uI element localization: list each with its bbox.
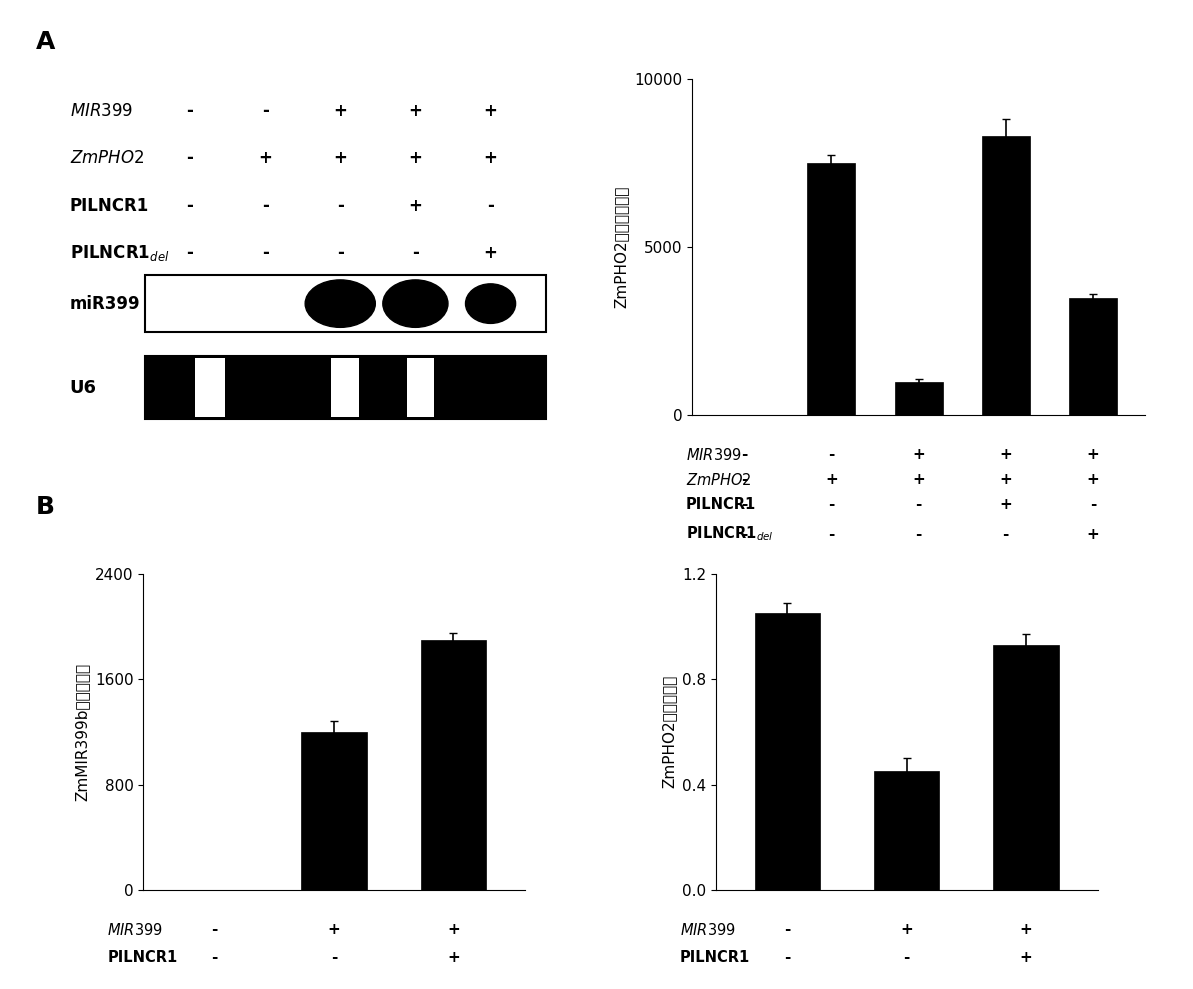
Text: +: + — [483, 102, 497, 120]
Text: +: + — [447, 949, 459, 965]
Text: -: - — [186, 244, 193, 262]
Text: +: + — [447, 922, 459, 938]
Text: $\it{MIR399}$: $\it{MIR399}$ — [686, 447, 742, 463]
Text: +: + — [1087, 526, 1099, 542]
Text: $\it{ZmPHO2}$: $\it{ZmPHO2}$ — [686, 472, 752, 488]
Text: $\it{MIR399}$: $\it{MIR399}$ — [680, 922, 736, 938]
Text: +: + — [333, 102, 347, 120]
Ellipse shape — [305, 280, 376, 327]
Bar — [421, 640, 487, 890]
Text: -: - — [412, 244, 419, 262]
Bar — [754, 613, 821, 890]
Y-axis label: ZmPHO2的相对表达量: ZmPHO2的相对表达量 — [613, 186, 629, 309]
Text: +: + — [328, 922, 340, 938]
Text: -: - — [211, 922, 218, 938]
Text: +: + — [826, 472, 837, 488]
Text: -: - — [828, 526, 835, 542]
Text: -: - — [741, 496, 748, 512]
Text: +: + — [483, 244, 497, 262]
Bar — [407, 358, 434, 417]
Text: +: + — [1020, 949, 1032, 965]
Bar — [144, 356, 545, 419]
Text: -: - — [784, 922, 791, 938]
Text: -: - — [828, 447, 835, 463]
Text: +: + — [333, 149, 347, 167]
Text: +: + — [408, 197, 422, 215]
Text: PILNCR1: PILNCR1 — [107, 949, 178, 965]
Text: -: - — [741, 472, 748, 488]
Text: -: - — [186, 102, 193, 120]
Bar — [993, 645, 1059, 890]
Bar — [873, 771, 940, 890]
Text: -: - — [903, 949, 910, 965]
Text: -: - — [915, 526, 922, 542]
Text: $\it{MIR399}$: $\it{MIR399}$ — [107, 922, 163, 938]
Bar — [982, 136, 1030, 415]
Text: -: - — [261, 102, 268, 120]
Bar — [808, 163, 855, 415]
Bar — [301, 732, 367, 890]
Text: -: - — [741, 526, 748, 542]
Y-axis label: ZmMIR399b相对表达量: ZmMIR399b相对表达量 — [74, 663, 89, 801]
Ellipse shape — [383, 280, 447, 327]
Text: -: - — [336, 244, 344, 262]
Bar — [144, 275, 545, 332]
Text: -: - — [336, 197, 344, 215]
Bar — [332, 358, 359, 417]
Text: miR399: miR399 — [69, 295, 141, 313]
Text: +: + — [901, 922, 913, 938]
Text: +: + — [483, 149, 497, 167]
Bar — [194, 358, 225, 417]
Text: PILNCR1: PILNCR1 — [69, 197, 149, 215]
Bar — [895, 382, 942, 415]
Text: -: - — [915, 496, 922, 512]
Text: +: + — [913, 447, 925, 463]
Text: +: + — [1087, 447, 1099, 463]
Text: +: + — [913, 472, 925, 488]
Text: U6: U6 — [69, 379, 97, 397]
Text: -: - — [211, 949, 218, 965]
Text: +: + — [408, 102, 422, 120]
Text: -: - — [261, 197, 268, 215]
Text: -: - — [186, 197, 193, 215]
Text: +: + — [1000, 496, 1012, 512]
Text: PILNCR1$_{del}$: PILNCR1$_{del}$ — [69, 243, 169, 263]
Text: -: - — [784, 949, 791, 965]
Text: +: + — [1087, 472, 1099, 488]
Y-axis label: ZmPHO2相对表达量: ZmPHO2相对表达量 — [661, 675, 676, 788]
Text: B: B — [36, 494, 55, 518]
Text: +: + — [408, 149, 422, 167]
Ellipse shape — [465, 284, 515, 323]
Text: PILNCR1: PILNCR1 — [680, 949, 750, 965]
Text: -: - — [261, 244, 268, 262]
Text: -: - — [1089, 496, 1096, 512]
Bar — [1069, 298, 1117, 415]
Text: +: + — [258, 149, 272, 167]
Text: -: - — [1002, 526, 1009, 542]
Text: -: - — [186, 149, 193, 167]
Text: +: + — [1000, 447, 1012, 463]
Text: -: - — [330, 949, 338, 965]
Text: +: + — [1020, 922, 1032, 938]
Text: PILNCR1: PILNCR1 — [686, 496, 756, 512]
Text: PILNCR1$_{del}$: PILNCR1$_{del}$ — [686, 525, 773, 543]
Text: -: - — [741, 447, 748, 463]
Text: +: + — [1000, 472, 1012, 488]
Text: $\it{MIR399}$: $\it{MIR399}$ — [69, 102, 132, 120]
Text: -: - — [487, 197, 494, 215]
Text: $\it{ZmPHO2}$: $\it{ZmPHO2}$ — [69, 149, 144, 167]
Text: A: A — [36, 30, 55, 53]
Text: -: - — [828, 496, 835, 512]
